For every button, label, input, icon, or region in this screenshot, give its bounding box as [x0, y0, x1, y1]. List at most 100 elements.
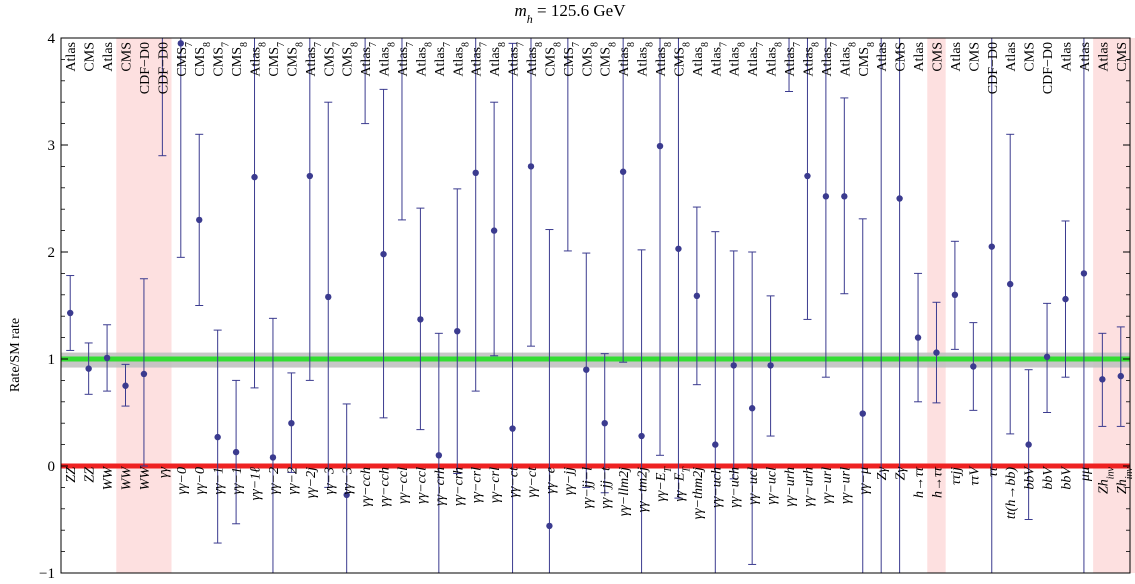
experiment-label: Atlas8 — [654, 42, 674, 77]
experiment-label: Atlas — [101, 42, 116, 72]
experiment-label: CMS — [930, 42, 945, 72]
data-point — [693, 292, 701, 300]
channel-label: h→ττ — [930, 466, 945, 498]
data-point — [67, 309, 74, 317]
data-point — [509, 425, 516, 432]
experiment-label: CMS8 — [230, 42, 250, 77]
y-axis-label: Rate/SM rate — [8, 318, 23, 392]
data-point — [177, 40, 185, 47]
experiment-label: CDF−D0 — [1041, 42, 1056, 94]
experiment-label: Atlas8 — [451, 42, 471, 77]
channel-label: WW — [101, 466, 116, 491]
data-point — [546, 522, 553, 530]
experiment-label: CMS7 — [267, 42, 287, 77]
experiment-label: Atlas8 — [765, 42, 785, 77]
experiment-label: CMS7 — [322, 42, 342, 77]
data-point — [1025, 441, 1032, 448]
experiment-label: CMS8 — [599, 42, 619, 77]
experiment-label: CMS7 — [212, 42, 232, 77]
channel-label: γγ−uch — [709, 467, 724, 508]
channel-label: γγ−crl — [470, 467, 485, 503]
data-point — [122, 382, 129, 389]
experiment-label: Atlas8 — [636, 42, 656, 77]
y-tick-label: −1 — [39, 566, 55, 579]
channel-label: γγ−crl — [488, 467, 503, 503]
experiment-label: Atlas8 — [838, 42, 858, 77]
experiment-label: CMS7 — [562, 42, 582, 77]
data-point — [269, 454, 277, 461]
data-point — [472, 169, 479, 177]
experiment-label: CDF−D0 — [986, 42, 1001, 94]
experiment-label: Atlas7 — [396, 42, 416, 77]
channel-label: bbV — [1059, 466, 1074, 490]
data-point — [619, 168, 627, 175]
experiment-label: Atlas8 — [617, 42, 637, 77]
data-points — [67, 40, 1124, 530]
data-point — [1117, 372, 1124, 380]
experiment-label: CMS — [1023, 42, 1038, 72]
channel-label: γγ−ccl — [414, 467, 429, 504]
data-point — [1080, 270, 1088, 277]
y-tick-label: 2 — [48, 245, 56, 261]
data-point — [712, 441, 719, 448]
channel-label: WW — [138, 466, 153, 491]
experiment-label: Atlas — [949, 42, 964, 72]
data-point — [896, 195, 903, 202]
data-point — [988, 243, 995, 250]
channel-label: γγ−ET — [654, 466, 674, 502]
data-point — [951, 291, 959, 298]
channel-label: Zγ — [894, 467, 909, 481]
experiment-label: Atlas8 — [249, 42, 269, 77]
channel-label: γγ−crh — [433, 467, 448, 506]
experiment-label: Atlas8 — [691, 42, 711, 77]
data-point — [601, 420, 608, 427]
channel-label: tt(h→bb) — [1004, 467, 1019, 519]
channel-label: γγ−e — [543, 467, 558, 494]
data-point — [343, 491, 350, 499]
experiment-label: Atlas8 — [525, 42, 545, 77]
data-point — [1043, 353, 1051, 361]
data-point — [435, 452, 443, 459]
experiment-label: CMS — [894, 42, 909, 72]
channel-label: γγ−thm2j — [691, 467, 706, 519]
shaded-band-1 — [171, 38, 191, 573]
experiment-label: CMS8 — [857, 42, 877, 77]
data-point — [656, 142, 664, 150]
channel-label: γγ−1ℓ — [249, 467, 264, 500]
axes: −1 0 1 2 3 4 — [39, 31, 1131, 582]
channel-label: γγ−3 — [341, 467, 356, 494]
data-point — [767, 362, 774, 369]
data-point — [1099, 376, 1106, 383]
experiment-label: Atlas7 — [507, 42, 527, 77]
experiment-label: CMS8 — [285, 42, 305, 77]
channel-label: ττjj — [949, 467, 964, 485]
data-point — [140, 370, 148, 378]
channel-label: γγ−jj−l — [580, 467, 595, 509]
data-point — [306, 172, 314, 180]
data-point — [841, 193, 848, 200]
experiment-label: CMS7 — [175, 42, 195, 77]
channel-label: γγ−ucl — [746, 467, 761, 505]
experiment-label: Atlas7 — [746, 42, 766, 77]
experiment-label: Atlas8 — [728, 42, 748, 77]
channel-label: γγ — [156, 467, 171, 479]
channel-label: γγ−crh — [451, 467, 466, 506]
experiment-label: CMS8 — [193, 42, 213, 77]
channel-label: γγ−llm2j — [617, 467, 632, 516]
experiment-label: Atlas — [1078, 42, 1093, 72]
experiment-label: Atlas8 — [801, 42, 821, 77]
experiment-label: Atlas — [1059, 42, 1074, 72]
channel-label: γγ−ET — [672, 466, 692, 502]
data-point — [638, 432, 645, 440]
experiment-label: Atlas7 — [709, 42, 729, 77]
experiment-label: Atlas — [1096, 42, 1111, 72]
channel-label: γγ−jj−t — [599, 466, 614, 509]
data-point — [325, 293, 332, 301]
channel-label: γγ−ucl — [765, 467, 780, 505]
channel-label: γγ−url — [838, 467, 853, 504]
experiment-label: CMS8 — [341, 42, 361, 77]
experiment-label: Atlas7 — [470, 42, 490, 77]
data-point — [214, 433, 221, 441]
experiment-label: Atlas8 — [378, 42, 398, 77]
